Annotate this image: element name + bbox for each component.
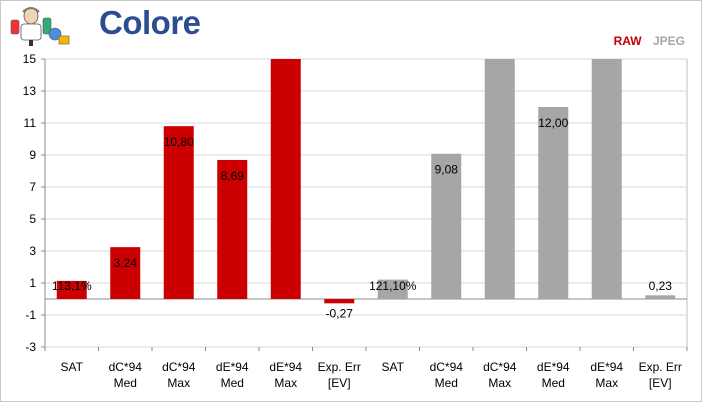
bar-raw — [324, 299, 355, 304]
x-tick-label: SAT — [61, 360, 84, 374]
bar-jpeg — [431, 153, 462, 299]
y-tick-label: 7 — [29, 180, 36, 194]
y-tick-label: 3 — [29, 244, 36, 258]
x-tick-label: dC*94 — [430, 360, 464, 374]
y-tick-label: 15 — [23, 52, 37, 66]
data-label: 3,24 — [114, 256, 138, 270]
x-tick-label: Exp. Err — [318, 360, 361, 374]
x-tick-label: Med — [542, 376, 565, 390]
plot-area — [44, 58, 688, 348]
x-tick-label: dC*94 — [109, 360, 143, 374]
y-tick-label: 1 — [29, 276, 36, 290]
data-label: -0,27 — [326, 306, 354, 320]
x-tick-label: Max — [488, 376, 511, 390]
bar-jpeg — [591, 59, 622, 299]
x-tick-label: Max — [595, 376, 618, 390]
page-title: Colore — [99, 4, 201, 41]
x-tick-label: SAT — [382, 360, 405, 374]
x-tick-label: [EV] — [649, 376, 672, 390]
x-tick-label: dE*94 — [269, 360, 302, 374]
x-tick-label: dE*94 — [590, 360, 623, 374]
x-tick-label: Max — [167, 376, 190, 390]
bar-raw — [110, 247, 141, 299]
y-tick-label: -3 — [25, 340, 36, 354]
data-label: 10,80 — [164, 135, 194, 149]
chart-legend: RAW JPEG — [606, 34, 685, 48]
bar-raw — [217, 159, 248, 299]
data-label: 0,23 — [649, 279, 673, 293]
data-label: 8,69 — [221, 169, 245, 183]
x-tick-label: dC*94 — [483, 360, 517, 374]
x-tick-label: Med — [435, 376, 458, 390]
x-tick-label: dE*94 — [216, 360, 249, 374]
x-tick-label: Exp. Err — [639, 360, 682, 374]
y-tick-label: 13 — [23, 84, 37, 98]
data-label: 12,00 — [538, 116, 568, 130]
x-tick-label: Med — [221, 376, 244, 390]
y-tick-label: 9 — [29, 148, 36, 162]
data-label: 9,08 — [435, 163, 459, 177]
data-label: 113,1% — [52, 279, 92, 293]
x-tick-label: dC*94 — [162, 360, 196, 374]
y-tick-label: -1 — [25, 308, 36, 322]
bar-raw — [270, 59, 301, 299]
x-tick-label: dE*94 — [537, 360, 570, 374]
bar-jpeg — [645, 295, 676, 299]
data-label: 121,10% — [369, 279, 417, 293]
legend-item-jpeg: JPEG — [652, 34, 685, 48]
bar-raw — [56, 280, 87, 299]
x-tick-label: [EV] — [328, 376, 351, 390]
bar-jpeg — [377, 279, 408, 299]
y-tick-label: 5 — [29, 212, 36, 226]
bar-raw — [163, 126, 194, 299]
legend-item-raw: RAW — [613, 34, 642, 48]
scientist-logo-icon — [10, 7, 70, 46]
bar-jpeg — [538, 107, 569, 299]
bar-jpeg — [484, 59, 515, 299]
x-tick-label: Med — [114, 376, 137, 390]
x-tick-label: Max — [274, 376, 297, 390]
y-tick-label: 11 — [24, 116, 37, 130]
